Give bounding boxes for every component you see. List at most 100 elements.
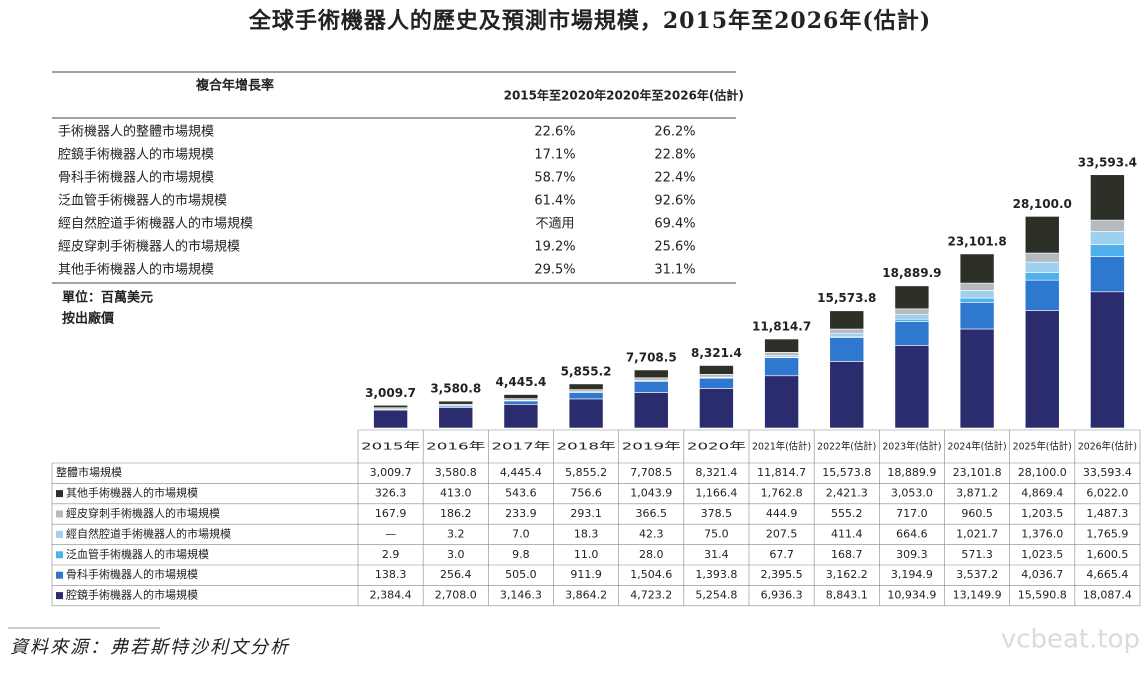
- table-value: 233.9: [505, 507, 537, 520]
- table-value: 543.6: [505, 487, 537, 500]
- table-value: 6,936.3: [761, 589, 803, 602]
- table-value: 3,871.2: [956, 487, 998, 500]
- bar-segment: [1024, 216, 1060, 254]
- table-value: 9.8: [512, 548, 530, 561]
- legend-label: 經皮穿刺手術機器人的市場規模: [66, 506, 220, 520]
- legend-swatch: [56, 490, 63, 498]
- table-value: 3.0: [447, 548, 465, 561]
- table-value: 13,149.9: [953, 589, 1002, 602]
- table-value: 3,194.9: [891, 568, 933, 581]
- unit-note: 按出廠價: [62, 311, 115, 327]
- table-value: 15,573.8: [822, 466, 871, 479]
- bar-segment: [1024, 261, 1060, 273]
- bar-segment: [568, 389, 604, 393]
- bar-segment: [894, 318, 930, 322]
- table-value: 11.0: [574, 548, 599, 561]
- watermark: vcbeat.top: [1001, 625, 1140, 655]
- table-value: 67.7: [769, 548, 794, 561]
- total-label: 5,855.2: [561, 364, 612, 378]
- table-value: 8,843.1: [826, 589, 868, 602]
- bar-segment: [829, 337, 865, 362]
- table-cell: 泛血管手術機器人的市場規模: [58, 193, 227, 209]
- total-label: 28,100.0: [1013, 197, 1072, 211]
- table-value: 5,855.2: [565, 466, 607, 479]
- bar-segment: [829, 328, 865, 334]
- table-value: 23,101.8: [953, 466, 1002, 479]
- bar-segment: [894, 321, 930, 346]
- bar-segment: [829, 332, 865, 337]
- legend-swatch: [56, 530, 63, 538]
- table-value: 75.0: [704, 527, 729, 540]
- table-value: 4,036.7: [1021, 568, 1063, 581]
- bar-segment: [1024, 272, 1060, 281]
- x-tick-label: 2024年(估計): [948, 440, 1007, 453]
- table-value: 664.6: [896, 527, 928, 540]
- table-cell: 經自然腔道手術機器人的市場規模: [58, 216, 253, 232]
- bar-segment: [1090, 174, 1125, 221]
- bar-segment: [1090, 230, 1125, 245]
- source: 資料來源：弗若斯特沙利文分析: [10, 637, 290, 658]
- table-cell: 骨科手術機器人的市場規模: [58, 170, 214, 186]
- total-label: 8,321.4: [691, 346, 742, 360]
- x-tick-label: 2023年(估計): [882, 440, 941, 453]
- table-value: 2,395.5: [761, 568, 803, 581]
- legend-label: 骨科手術機器人的市場規模: [66, 567, 198, 581]
- bar-segment: [894, 308, 930, 315]
- legend-swatch: [56, 592, 63, 600]
- table-value: 1,043.9: [630, 487, 672, 500]
- x-tick-label: 2015年: [361, 440, 420, 453]
- legend-label: 腔鏡手術機器人的市場規模: [66, 588, 198, 602]
- table-value: 1,504.6: [630, 568, 672, 581]
- table-value: 2,708.0: [435, 589, 477, 602]
- bar-segment: [894, 313, 930, 320]
- bar-segment: [959, 302, 995, 330]
- table-value: 378.5: [701, 507, 733, 520]
- table-header: 複合年增長率: [195, 78, 274, 94]
- bar-segment: [764, 375, 799, 429]
- bar-segment: [568, 383, 604, 390]
- table-value: 256.4: [440, 568, 472, 581]
- x-tick-label: 2016年: [426, 440, 485, 453]
- table-value: 31.4: [704, 548, 729, 561]
- legend-label: 經自然腔道手術機器人的市場規模: [66, 526, 231, 540]
- table-cell: 69.4%: [654, 217, 695, 232]
- bar-segment: [894, 285, 930, 310]
- bar-segment: [633, 392, 669, 429]
- table-value: 168.7: [831, 548, 863, 561]
- table-value: 186.2: [440, 507, 472, 520]
- bar-segment: [764, 351, 799, 356]
- table-value: 413.0: [440, 487, 472, 500]
- total-label: 11,814.7: [752, 320, 811, 334]
- table-cell: 61.4%: [534, 194, 575, 209]
- table-value: 1,023.5: [1021, 548, 1063, 561]
- table-value: 1,762.8: [761, 487, 803, 500]
- bar-segment: [1090, 244, 1125, 257]
- total-label: 18,889.9: [882, 266, 941, 280]
- table-value: 2.9: [382, 548, 400, 561]
- table-cell: 經皮穿刺手術機器人的市場規模: [58, 239, 240, 255]
- table-value: 15,590.8: [1018, 589, 1067, 602]
- table-value: 1,765.9: [1086, 527, 1128, 540]
- table-value: 18,087.4: [1083, 589, 1132, 602]
- x-tick-label: 2017年: [491, 440, 550, 453]
- table-value: 571.3: [961, 548, 993, 561]
- bar-segment: [829, 310, 865, 330]
- total-label: 4,445.4: [495, 375, 546, 389]
- total-label: 3,580.8: [430, 382, 481, 396]
- total-label: 33,593.4: [1078, 156, 1137, 170]
- table-value: 167.9: [375, 507, 407, 520]
- table-value: 33,593.4: [1083, 466, 1132, 479]
- bar-segment: [1090, 291, 1125, 429]
- bar-segment: [633, 377, 669, 381]
- legend-swatch: [56, 510, 63, 518]
- bar-segment: [894, 345, 930, 429]
- table-value: 5,254.8: [695, 589, 737, 602]
- table-value: 911.9: [570, 568, 602, 581]
- bar-segment: [764, 338, 799, 353]
- table-cell: 58.7%: [534, 171, 575, 186]
- table-value: 3,146.3: [500, 589, 542, 602]
- table-cell: 22.6%: [534, 125, 575, 140]
- x-tick-label: 2022年(估計): [817, 440, 876, 453]
- bar-segment: [503, 394, 539, 399]
